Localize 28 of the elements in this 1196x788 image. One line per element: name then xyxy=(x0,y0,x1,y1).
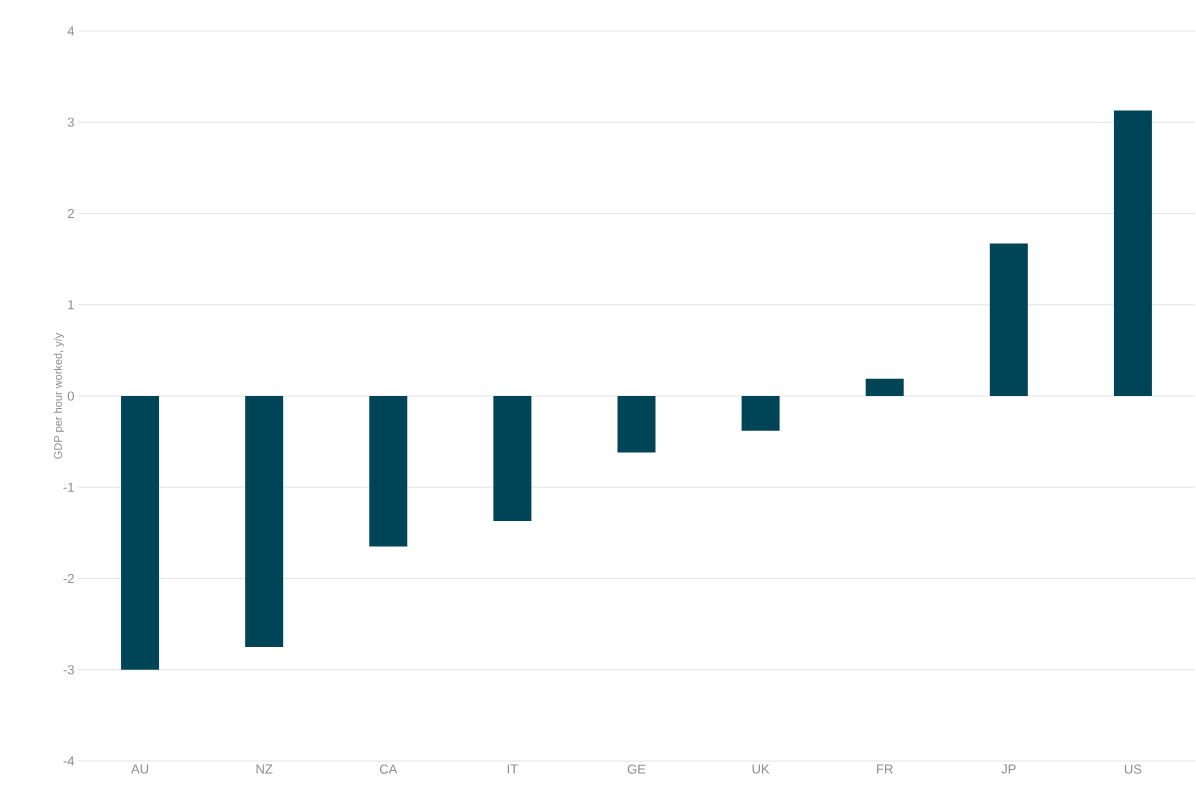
y-tick-label: -1 xyxy=(63,482,74,492)
x-tick-label: IT xyxy=(507,764,518,774)
x-tick-label: FR xyxy=(877,764,893,774)
x-tick-label: US xyxy=(1124,764,1142,774)
bar xyxy=(617,396,656,453)
x-tick-label: CA xyxy=(379,764,398,774)
x-tick-label: UK xyxy=(752,764,770,774)
bar xyxy=(245,396,284,647)
bar xyxy=(741,396,780,431)
y-tick-label: -4 xyxy=(63,756,75,766)
y-tick-label: -2 xyxy=(63,573,74,584)
x-tick-label: GE xyxy=(627,764,646,774)
bar xyxy=(121,396,160,670)
y-tick-label: 1 xyxy=(68,300,74,310)
x-tick-label: AU xyxy=(131,764,149,774)
y-axis-title: GDP per hour worked, y/y xyxy=(53,332,65,459)
y-tick-label: 2 xyxy=(67,208,74,219)
bar xyxy=(493,396,532,522)
x-tick-label: JP xyxy=(1001,764,1016,774)
bar xyxy=(865,378,904,396)
y-tick-label: 4 xyxy=(67,26,75,36)
bar xyxy=(1113,110,1152,396)
y-tick-label: 3 xyxy=(67,117,74,127)
bar xyxy=(369,396,408,547)
y-tick-label: -3 xyxy=(63,665,74,675)
bar xyxy=(989,243,1028,396)
y-tick-label: 0 xyxy=(67,391,74,401)
x-tick-label: NZ xyxy=(256,764,273,774)
